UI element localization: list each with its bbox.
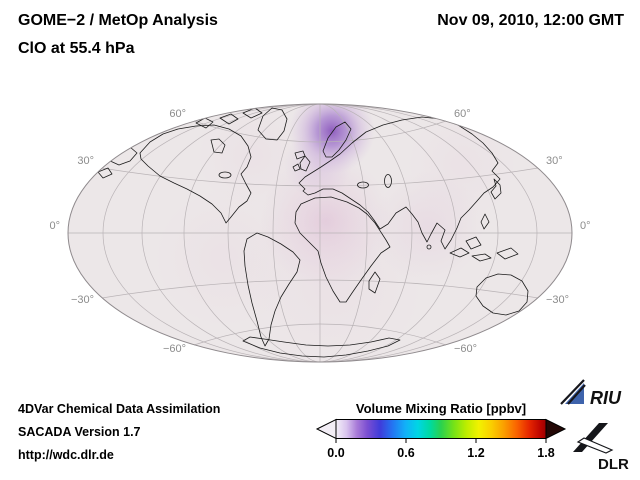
- dlr-logo-text: DLR: [598, 456, 629, 473]
- continent-south-america: [243, 232, 301, 347]
- plot-subtitle: ClO at 55.4 hPa: [18, 40, 135, 57]
- hudson-bay: [210, 138, 226, 154]
- dlr-logo-wing-outline: [576, 437, 614, 454]
- arctic-islands: [195, 107, 263, 129]
- data-field-overlay: [154, 104, 517, 362]
- colorbar-gradient-bar: [335, 419, 547, 439]
- clo-anomaly-main: [289, 104, 375, 174]
- british-isles: [292, 155, 311, 172]
- riu-logo-mast: [560, 379, 586, 405]
- scandinavia: [322, 121, 352, 158]
- lat-label-30n-right: 30°: [546, 155, 563, 167]
- lat-label-60n-right: 60°: [454, 108, 471, 120]
- footer-assimilation-label: 4DVar Chemical Data Assimilation: [18, 402, 221, 416]
- sri-lanka: [426, 244, 432, 250]
- colorbar-title: Volume Mixing Ratio [ppbv]: [356, 401, 526, 416]
- colorbar-right-arrow: [545, 418, 567, 440]
- colorbar-tick-1: 0.6: [397, 446, 414, 460]
- riu-logo-text: RIU: [590, 388, 622, 408]
- lat-label-60s-left: −60°: [163, 343, 186, 355]
- footer-version-label: SACADA Version 1.7: [18, 425, 141, 439]
- colorbar-tick-3: 1.8: [537, 446, 554, 460]
- continent-eurasia: [298, 116, 501, 250]
- colorbar-tick-0: 0.0: [327, 446, 344, 460]
- colorbar-tick-labels: 0.0 0.6 1.2 1.8: [327, 446, 554, 460]
- map-boundary: [67, 103, 573, 363]
- plot-datetime: Nov 09, 2010, 12:00 GMT: [437, 12, 624, 29]
- caspian-sea: [384, 174, 392, 188]
- lat-label-0-right: 0°: [580, 220, 591, 232]
- continent-africa: [294, 196, 391, 303]
- continent-outlines: [97, 107, 556, 358]
- lat-label-60s-right: −60°: [454, 343, 477, 355]
- lat-label-60n-left: 60°: [169, 108, 186, 120]
- colorbar-tick-2: 1.2: [467, 446, 484, 460]
- colorbar-left-arrow: [315, 418, 337, 440]
- dlr-logo: DLR: [573, 423, 629, 473]
- lat-label-30s-right: −30°: [546, 294, 569, 306]
- black-sea: [357, 181, 369, 189]
- colorbar: Volume Mixing Ratio [ppbv] 0.0 0.6 1.2 1…: [315, 401, 567, 460]
- latitude-labels: 60° 30° 0° −30° −60° 60° 30° 0° −30° −60…: [49, 108, 590, 355]
- continent-australia: [475, 273, 529, 316]
- dlr-logo-wing-solid: [573, 423, 608, 452]
- colorbar-tick-marks: [335, 438, 547, 443]
- japan: [490, 178, 502, 200]
- lat-label-0-left: 0°: [49, 220, 60, 232]
- riu-logo: RIU: [560, 379, 622, 408]
- madagascar: [368, 271, 381, 294]
- southeast-asia-islands: [449, 213, 519, 262]
- lat-label-30s-left: −30°: [71, 294, 94, 306]
- continent-antarctica: [242, 336, 401, 358]
- plot-title: GOME−2 / MetOp Analysis: [18, 12, 218, 29]
- great-lakes: [218, 171, 232, 179]
- greenland: [257, 107, 288, 141]
- riu-logo-triangle: [565, 383, 584, 404]
- lat-label-30n-left: 30°: [77, 155, 94, 167]
- footer-url: http://wdc.dlr.de: [18, 448, 114, 462]
